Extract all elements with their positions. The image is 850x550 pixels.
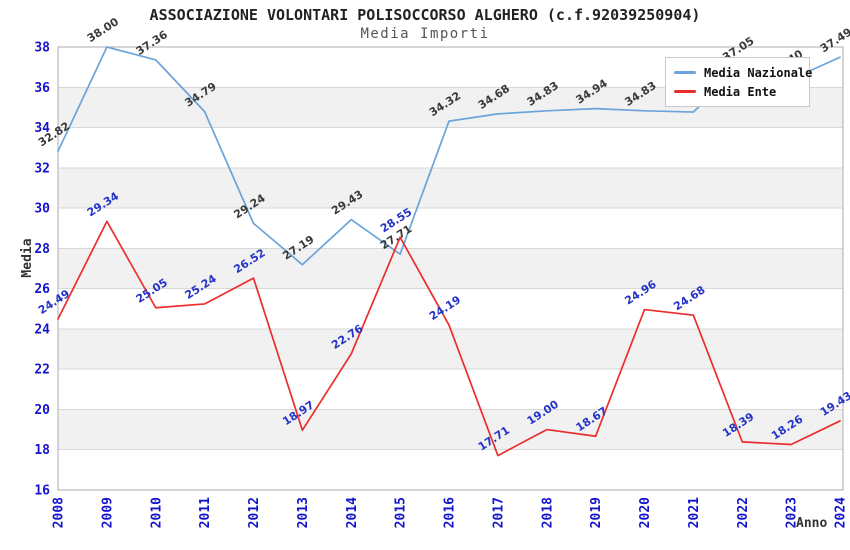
svg-text:2008: 2008 bbox=[52, 497, 67, 528]
chart-subtitle: Media Importi bbox=[360, 26, 490, 42]
svg-text:38: 38 bbox=[34, 41, 50, 56]
svg-text:2016: 2016 bbox=[443, 497, 458, 528]
legend: Media Nazionale Media Ente bbox=[665, 57, 812, 107]
legend-label: Media Ente bbox=[704, 84, 777, 99]
svg-text:2019: 2019 bbox=[589, 497, 604, 528]
svg-text:2012: 2012 bbox=[247, 497, 262, 528]
x-axis-title: Anno bbox=[796, 516, 828, 531]
media-nazionale-line-swatch bbox=[674, 71, 696, 74]
svg-text:2011: 2011 bbox=[198, 497, 213, 528]
legend-item-media-ente: Media Ente bbox=[674, 82, 801, 101]
svg-text:2020: 2020 bbox=[638, 497, 653, 528]
svg-text:2018: 2018 bbox=[540, 497, 555, 528]
svg-text:2010: 2010 bbox=[149, 497, 164, 528]
svg-text:2022: 2022 bbox=[736, 497, 751, 528]
svg-text:28: 28 bbox=[34, 242, 50, 257]
svg-text:34: 34 bbox=[34, 121, 50, 136]
svg-text:2013: 2013 bbox=[296, 497, 311, 528]
chart-title: ASSOCIAZIONE VOLONTARI POLISOCCORSO ALGH… bbox=[149, 6, 701, 24]
svg-text:24: 24 bbox=[34, 322, 50, 337]
media-ente-line-swatch bbox=[674, 90, 696, 93]
svg-text:2017: 2017 bbox=[491, 497, 506, 528]
svg-text:2009: 2009 bbox=[100, 497, 115, 528]
svg-text:16: 16 bbox=[34, 484, 50, 499]
svg-text:18: 18 bbox=[34, 443, 50, 458]
svg-text:2014: 2014 bbox=[345, 497, 360, 528]
svg-text:2024: 2024 bbox=[834, 497, 849, 528]
svg-text:2015: 2015 bbox=[394, 497, 409, 528]
svg-text:32: 32 bbox=[34, 161, 50, 176]
svg-text:26: 26 bbox=[34, 282, 50, 297]
svg-text:22: 22 bbox=[34, 363, 50, 378]
svg-text:20: 20 bbox=[34, 403, 50, 418]
svg-text:30: 30 bbox=[34, 202, 50, 217]
legend-label: Media Nazionale bbox=[704, 65, 813, 80]
svg-text:2023: 2023 bbox=[785, 497, 800, 528]
svg-text:36: 36 bbox=[34, 81, 50, 96]
svg-text:2021: 2021 bbox=[687, 497, 702, 528]
legend-item-media-nazionale: Media Nazionale bbox=[674, 63, 812, 82]
y-axis-title: Media bbox=[20, 238, 35, 278]
